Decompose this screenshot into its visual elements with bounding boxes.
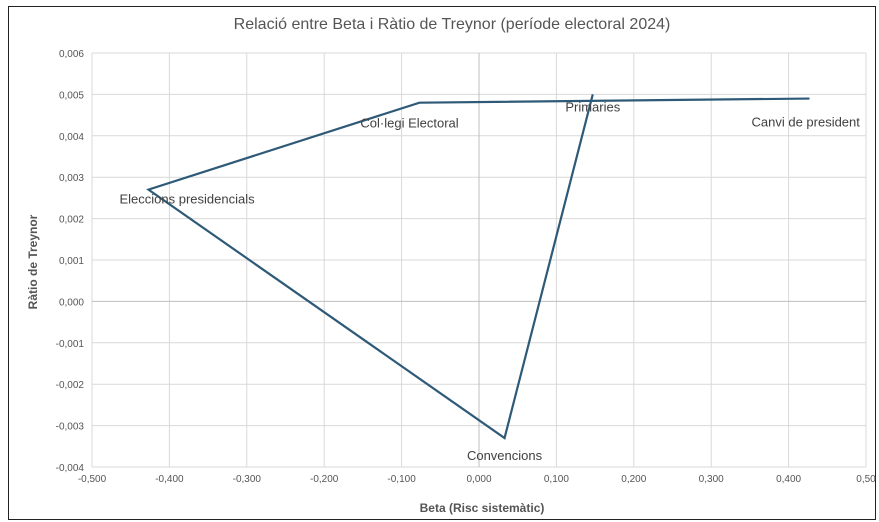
series-line xyxy=(146,94,810,440)
data-label: Canvi de president xyxy=(751,115,860,130)
y-tick-label: -0,003 xyxy=(56,422,85,433)
x-tick-label: -0,500 xyxy=(78,474,107,485)
x-tick-label: 0,000 xyxy=(466,474,491,485)
data-label: Convencions xyxy=(467,448,543,463)
x-tick-label: -0,300 xyxy=(233,474,262,485)
y-tick-label: -0,004 xyxy=(56,463,85,474)
y-tick-label: 0,006 xyxy=(59,49,84,60)
y-tick-label: 0,003 xyxy=(59,173,84,184)
data-labels: Canvi de president Col·legi Electoral Elec… xyxy=(120,99,861,463)
x-tick-label: 0,200 xyxy=(621,474,646,485)
y-tick-label: -0,002 xyxy=(56,380,85,391)
data-label: Primaries xyxy=(565,99,620,114)
x-tick-label: -0,400 xyxy=(155,474,184,485)
top-strip xyxy=(0,0,879,6)
y-tick-label: 0,002 xyxy=(59,215,84,226)
chart-title: Relació entre Beta i Ràtio de Treynor (p… xyxy=(234,16,671,33)
tick-labels: -0,004 -0,003 -0,002 -0,001 0,000 0,001 0,002 0… xyxy=(56,49,877,485)
data-label: Col·legi Electoral xyxy=(360,116,458,131)
series xyxy=(146,94,810,440)
y-tick-label: 0,005 xyxy=(59,90,84,101)
y-tick-label: 0,004 xyxy=(59,132,84,143)
y-tick-label: -0,001 xyxy=(56,339,85,350)
x-tick-label: -0,200 xyxy=(310,474,339,485)
x-tick-label: 0,300 xyxy=(699,474,724,485)
chart-frame xyxy=(8,6,876,520)
axes xyxy=(92,53,866,467)
x-axis-title: Beta (Risc sistemàtic) xyxy=(420,501,545,515)
x-tick-label: 0,100 xyxy=(544,474,569,485)
x-tick-label: 0,400 xyxy=(776,474,801,485)
y-tick-label: 0,001 xyxy=(59,256,84,267)
y-tick-label: 0,000 xyxy=(59,297,84,308)
y-axis-title: Ràtio de Treynor xyxy=(26,214,40,309)
x-tick-label: -0,100 xyxy=(387,474,416,485)
x-tick-label: 0,50 xyxy=(856,474,876,485)
data-label: Eleccions presidencials xyxy=(120,192,256,207)
